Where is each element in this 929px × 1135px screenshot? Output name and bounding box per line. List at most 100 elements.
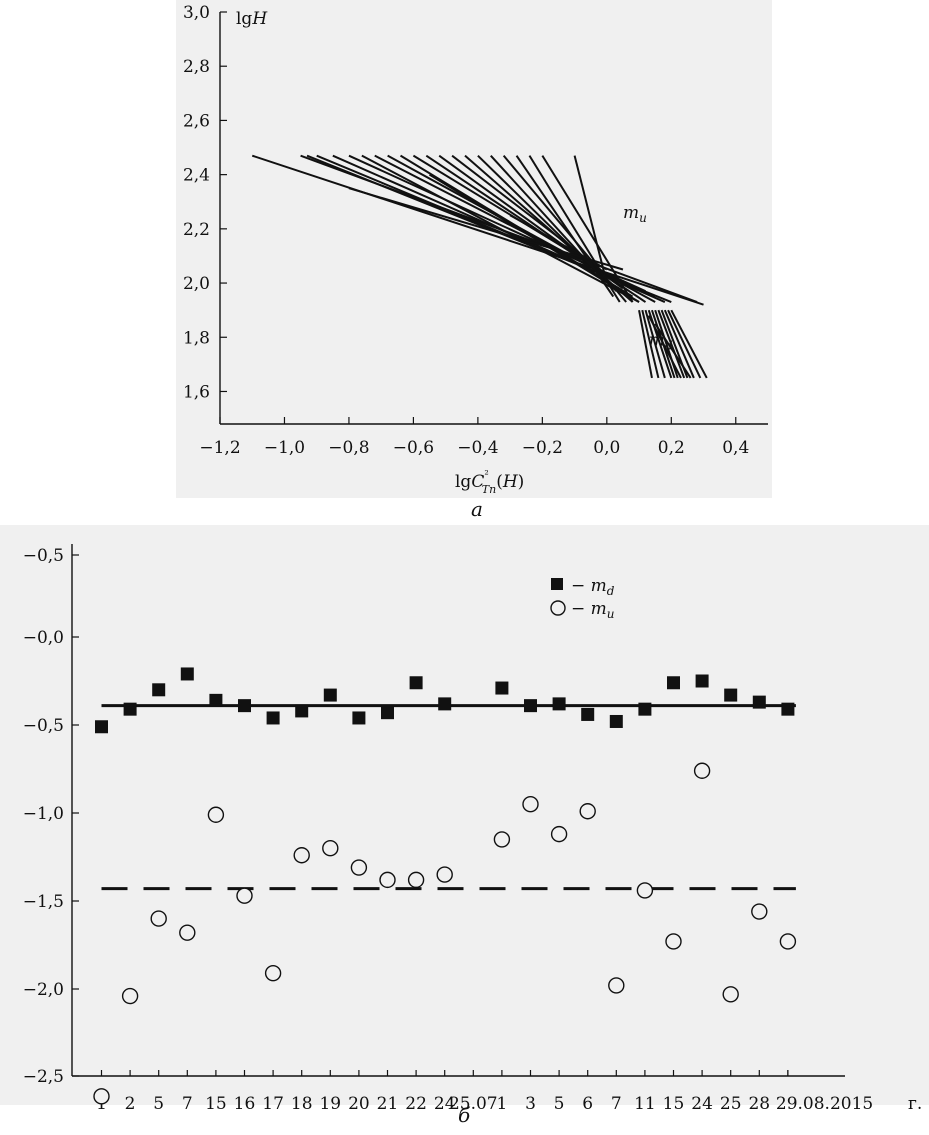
chart-b-point-md [495, 681, 509, 695]
chart-b-point-md [295, 704, 309, 718]
chart-b-point-md [752, 695, 766, 709]
chart-b-point-md [581, 707, 595, 721]
chart-b-x-tick-label: 24 [691, 1094, 713, 1110]
chart-a-y-tick-label: 2,6 [183, 111, 210, 131]
chart-b-point-md [352, 711, 366, 725]
chart-a-series-line [667, 309, 702, 379]
chart-b-point-mu [779, 933, 797, 950]
chart-b-point-mu [493, 831, 511, 848]
chart-a-series-line [509, 214, 608, 271]
chart-b-point-md [323, 688, 337, 702]
chart-b-point-md [638, 702, 652, 716]
chart-b-x-tick-label: 18 [291, 1094, 313, 1110]
chart-b-x-tick-label: 7 [611, 1094, 622, 1110]
chart-a-series-line [663, 309, 695, 379]
chart-a-series-line [573, 155, 608, 284]
chart-b: −0,5−0,0−0,5−1,0−1,5−2,0−2,5125715161718… [0, 525, 929, 1114]
chart-b-x-tick-label: 25 [720, 1094, 742, 1110]
chart-a-series-line [251, 154, 704, 306]
chart-b-point-md [724, 688, 738, 702]
chart-a-x-tick-label: 0,0 [593, 438, 620, 458]
chart-b-point-md [552, 697, 566, 711]
chart-b-point-md [609, 714, 623, 728]
chart-b-point-mu [350, 859, 368, 876]
chart-a-x-tick-label: −1,0 [264, 438, 305, 458]
chart-b-legend-md-marker [551, 578, 563, 590]
chart-b-point-md [667, 676, 680, 690]
chart-b-point-mu [293, 847, 310, 864]
chart-b-point-mu [665, 933, 682, 950]
chart-b-x-tick-label: 5 [554, 1094, 565, 1110]
chart-b-point-mu [179, 924, 196, 941]
chart-b-point-md [781, 702, 795, 716]
chart-b-x-tick-label: 19 [319, 1094, 341, 1110]
chart-a-x-tick-label: −0,2 [522, 438, 563, 458]
chart-a-x-axis-label: lgC² Tn(H) [455, 468, 524, 496]
chart-b-y-tick-label: −1,5 [23, 892, 64, 912]
chart-b-y-tick-label: −2,5 [23, 1067, 64, 1087]
chart-b-point-mu [579, 803, 596, 820]
chart-b-x-tick-label: 1 [496, 1094, 507, 1110]
chart-b-point-mu [93, 1088, 110, 1105]
chart-a-series-line [638, 309, 653, 379]
chart-b-legend-md-label: − md [571, 576, 615, 598]
chart-b-y-tick-label: −0,5 [23, 716, 64, 736]
chart-b-x-tick-label: 5 [153, 1094, 164, 1110]
chart-b-x-tick-label: 15 [205, 1094, 227, 1110]
chart-a-series-line [541, 155, 634, 303]
chart-b-x-tick-label: 24 [434, 1094, 456, 1110]
chart-b-x-tick-label: 16 [234, 1094, 256, 1110]
chart-b-x-tick-label: 28 [748, 1094, 770, 1110]
chart-a-x-tick-label: −1,2 [199, 438, 240, 458]
chart-b-x-tick-label: 25.07 [449, 1094, 498, 1110]
chart-a-series-line [361, 154, 640, 303]
chart-b-background [0, 525, 929, 1105]
chart-b-point-md [381, 706, 394, 720]
chart-a-x-tick-label: 0,2 [658, 438, 685, 458]
chart-b-point-md [266, 711, 280, 725]
chart-b-point-md [95, 720, 108, 734]
chart-a-series-line [399, 154, 634, 298]
chart-a-background [176, 0, 772, 498]
chart-b-x-tick-label: 29.08.2015 [776, 1094, 873, 1110]
chart-b-caption: б [458, 1103, 471, 1127]
chart-b-point-md [238, 699, 251, 713]
chart-b-x-tick-label: 21 [377, 1094, 399, 1110]
chart-a-x-tick-label: −0,8 [328, 438, 369, 458]
chart-a-series-line [654, 309, 679, 379]
chart-b-y-tick-label: −2,0 [23, 980, 64, 1000]
chart-a-series-line [657, 309, 686, 379]
chart-b-svg: −0,5−0,0−0,5−1,0−1,5−2,0−2,5125715161718… [0, 525, 929, 1114]
chart-b-x-tick-label: 6 [582, 1094, 593, 1110]
chart-a-series-line [641, 309, 660, 379]
chart-b-point-md [695, 674, 709, 688]
chart-b-point-mu [207, 806, 225, 823]
chart-b-point-md [209, 693, 223, 707]
chart-a-y-axis-label: lgH [236, 9, 268, 29]
chart-a-series-line [490, 154, 608, 284]
chart-b-point-mu [322, 840, 339, 857]
chart-a-y-tick-label: 1,6 [183, 382, 210, 402]
chart-a-y-tick-label: 2,8 [183, 57, 210, 77]
chart-b-point-md [409, 676, 423, 690]
chart-b-point-mu [436, 866, 453, 883]
chart-b-point-mu [550, 825, 568, 843]
chart-b-point-md [180, 667, 194, 681]
chart-a-series-line [644, 309, 666, 379]
chart-b-point-mu [722, 986, 739, 1003]
chart-a-series-line [647, 315, 682, 379]
chart-b-point-mu [636, 882, 654, 899]
chart-b-point-mu [264, 964, 282, 982]
chart-a-series-line [515, 155, 615, 298]
chart-b-point-mu [522, 796, 539, 813]
chart-a-x-tick-label: −0,6 [393, 438, 434, 458]
chart-b-legend-mu-label: − mu [571, 599, 615, 621]
chart-b-x-tick-label: г. [908, 1094, 922, 1110]
chart-b-x-tick-label: 20 [348, 1094, 370, 1110]
chart-b-point-md [123, 702, 137, 716]
chart-a-y-tick-label: 2,2 [183, 220, 210, 240]
chart-a-series-line [670, 309, 708, 379]
chart-b-x-tick-label: 3 [525, 1094, 536, 1110]
chart-b-point-mu [751, 903, 768, 920]
chart-b-point-mu [121, 987, 139, 1005]
